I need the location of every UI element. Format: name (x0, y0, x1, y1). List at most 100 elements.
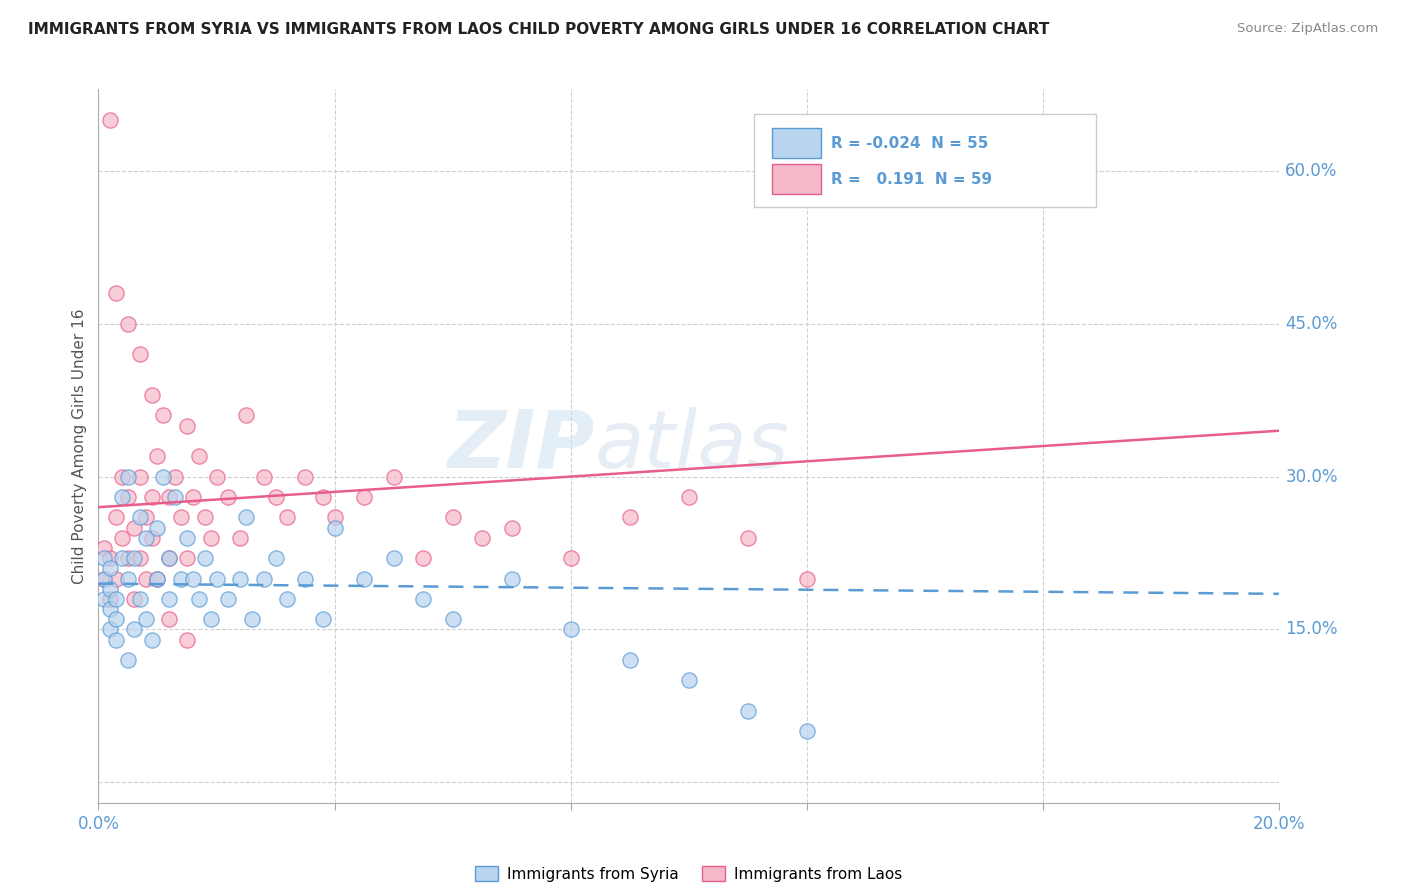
Point (98, 623, 121, 637)
Point (105, 612, 128, 626)
Point (93, 572, 115, 586)
Point (165, 490, 187, 504)
Point (93, 551, 115, 566)
Point (157, 591, 180, 606)
Point (105, 510, 128, 524)
Point (128, 551, 150, 566)
Point (471, 531, 494, 545)
Point (253, 469, 276, 483)
Point (105, 572, 128, 586)
Point (105, 632, 128, 647)
Text: 45.0%: 45.0% (1285, 315, 1337, 333)
Point (678, 490, 700, 504)
Point (217, 490, 239, 504)
Point (135, 531, 157, 545)
Point (353, 572, 375, 586)
Point (117, 551, 139, 566)
Point (170, 572, 193, 586)
Point (122, 623, 145, 637)
Point (135, 612, 157, 626)
Point (146, 572, 169, 586)
Point (276, 510, 298, 524)
Point (441, 510, 464, 524)
Point (205, 469, 228, 483)
Point (560, 623, 582, 637)
Point (737, 704, 759, 718)
Point (181, 490, 204, 504)
FancyBboxPatch shape (772, 128, 821, 159)
Point (264, 551, 287, 566)
Point (98, 551, 121, 566)
FancyBboxPatch shape (772, 164, 821, 194)
Point (122, 520, 145, 534)
Point (111, 531, 134, 545)
Point (157, 551, 180, 566)
Point (117, 317, 139, 331)
Point (796, 724, 818, 739)
Text: 30.0%: 30.0% (1285, 467, 1339, 485)
Text: ZIP: ZIP (447, 407, 595, 485)
Point (128, 347, 150, 361)
Point (128, 591, 150, 606)
Point (105, 286, 128, 301)
Point (176, 632, 198, 647)
Point (93, 541, 115, 555)
Point (323, 510, 346, 524)
Legend: Immigrants from Syria, Immigrants from Laos: Immigrants from Syria, Immigrants from L… (470, 860, 908, 888)
Text: atlas: atlas (595, 407, 789, 485)
Point (501, 520, 523, 534)
Point (98, 582, 121, 596)
Point (382, 469, 405, 483)
Point (105, 591, 128, 606)
Point (117, 653, 139, 667)
Point (98, 602, 121, 616)
Point (176, 531, 198, 545)
Point (312, 490, 335, 504)
Point (93, 591, 115, 606)
Point (122, 591, 145, 606)
Point (146, 449, 169, 463)
Point (240, 612, 263, 626)
Point (111, 551, 134, 566)
Point (117, 490, 139, 504)
Point (165, 469, 187, 483)
Point (560, 551, 582, 566)
Text: R = -0.024  N = 55: R = -0.024 N = 55 (831, 136, 988, 151)
Point (93, 572, 115, 586)
Point (98, 112, 121, 127)
Point (235, 409, 257, 423)
Text: R =   0.191  N = 59: R = 0.191 N = 59 (831, 171, 991, 186)
Point (117, 469, 139, 483)
Point (176, 418, 198, 433)
Text: IMMIGRANTS FROM SYRIA VS IMMIGRANTS FROM LAOS CHILD POVERTY AMONG GIRLS UNDER 16: IMMIGRANTS FROM SYRIA VS IMMIGRANTS FROM… (28, 22, 1049, 37)
Point (128, 510, 150, 524)
Y-axis label: Child Poverty Among Girls Under 16: Child Poverty Among Girls Under 16 (72, 309, 87, 583)
Point (146, 572, 169, 586)
Point (194, 551, 217, 566)
Point (441, 612, 464, 626)
Point (264, 490, 287, 504)
Point (796, 572, 818, 586)
Point (141, 490, 163, 504)
Point (737, 531, 759, 545)
Point (276, 591, 298, 606)
Point (157, 551, 180, 566)
Point (194, 510, 217, 524)
Point (170, 510, 193, 524)
FancyBboxPatch shape (754, 114, 1097, 207)
Point (200, 531, 222, 545)
Point (141, 632, 163, 647)
Point (501, 572, 523, 586)
Point (619, 510, 641, 524)
Point (229, 531, 252, 545)
Point (412, 591, 434, 606)
Point (200, 612, 222, 626)
Point (181, 572, 204, 586)
Point (382, 551, 405, 566)
Point (294, 572, 316, 586)
Point (157, 612, 180, 626)
Text: Source: ZipAtlas.com: Source: ZipAtlas.com (1237, 22, 1378, 36)
Point (176, 551, 198, 566)
Point (205, 572, 228, 586)
Point (235, 510, 257, 524)
